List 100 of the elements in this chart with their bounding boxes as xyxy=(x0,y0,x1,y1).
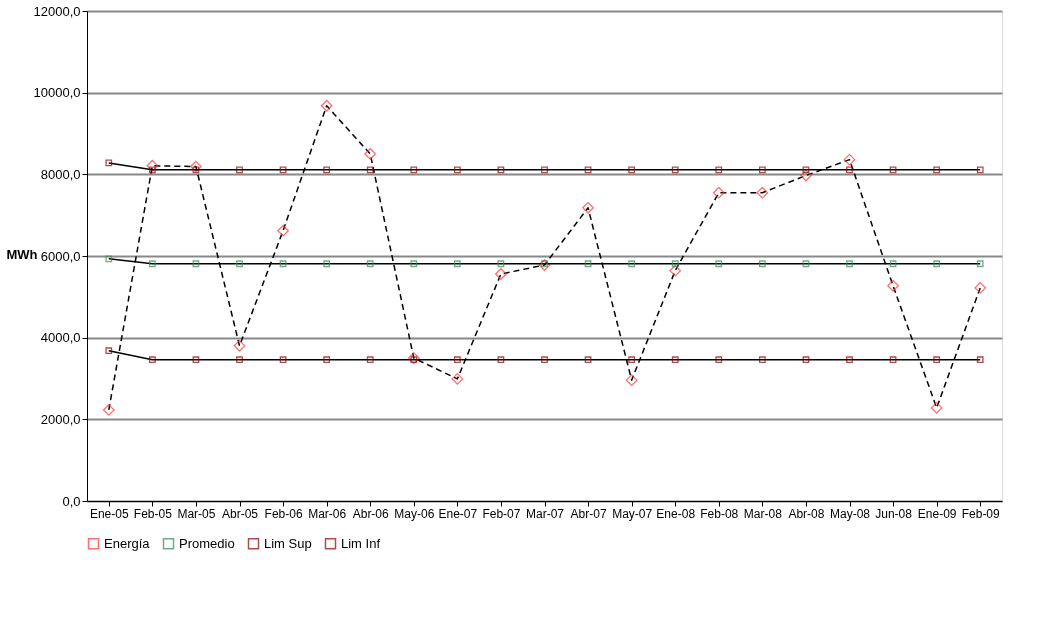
point xyxy=(497,260,505,268)
point xyxy=(976,260,984,268)
point xyxy=(497,166,505,174)
point xyxy=(715,356,723,364)
point xyxy=(671,356,679,364)
point xyxy=(192,260,200,268)
point xyxy=(846,260,853,268)
point xyxy=(889,260,897,268)
x-tick-label: Feb-05 xyxy=(133,506,173,521)
point xyxy=(541,356,548,364)
point xyxy=(756,186,769,199)
point xyxy=(320,99,333,112)
point xyxy=(148,166,156,174)
point xyxy=(497,356,505,364)
point xyxy=(930,402,943,414)
point xyxy=(541,166,548,174)
x-tick-label: May-08 xyxy=(829,506,871,521)
y-tick-label: 6000,0 xyxy=(40,248,81,264)
x-tick-label: Abr-08 xyxy=(788,506,825,521)
point xyxy=(407,352,420,364)
point xyxy=(628,260,636,268)
point xyxy=(974,281,987,294)
point xyxy=(277,224,289,237)
x-tick-label: Ene-08 xyxy=(656,506,696,521)
x-tick-label: Mar-08 xyxy=(743,506,783,521)
point xyxy=(495,268,507,280)
x-tick-label: Ene-09 xyxy=(917,506,957,521)
point xyxy=(105,347,113,355)
point xyxy=(584,166,592,174)
point xyxy=(758,166,766,174)
point xyxy=(843,153,856,166)
x-tick-label: Ene-05 xyxy=(89,506,129,521)
point xyxy=(800,169,812,182)
legend-label: Lim Inf xyxy=(341,535,381,551)
y-tick-label: 12000,0 xyxy=(33,3,81,19)
point xyxy=(584,356,592,364)
point xyxy=(802,356,810,364)
x-tick-label: Feb-09 xyxy=(961,506,1001,521)
x-tick-label: Abr-07 xyxy=(570,506,607,521)
point xyxy=(453,356,461,364)
y-tick-label: 0,0 xyxy=(62,493,81,509)
point xyxy=(146,159,159,172)
point xyxy=(582,201,594,214)
point xyxy=(148,356,156,364)
x-tick-label: May-06 xyxy=(394,506,435,521)
point xyxy=(933,260,941,268)
point xyxy=(323,166,331,174)
point xyxy=(933,356,941,364)
point xyxy=(758,356,766,364)
point xyxy=(625,374,638,387)
point xyxy=(712,186,725,199)
point xyxy=(323,356,331,364)
point xyxy=(453,260,461,268)
x-tick-label: Feb-06 xyxy=(264,506,303,521)
point xyxy=(148,260,156,268)
point xyxy=(192,356,200,364)
y-tick-label: 4000,0 xyxy=(40,330,81,346)
point xyxy=(887,279,899,292)
point xyxy=(102,404,115,416)
point xyxy=(279,260,287,268)
point xyxy=(628,166,636,174)
point xyxy=(410,166,418,174)
x-tick-label: Mar-07 xyxy=(525,506,565,521)
point xyxy=(105,159,113,167)
x-tick-label: Ene-07 xyxy=(438,506,478,521)
point xyxy=(366,260,374,268)
y-axis-title: MWh xyxy=(6,246,38,262)
point xyxy=(410,260,418,268)
point xyxy=(715,166,723,174)
point xyxy=(279,166,287,174)
point xyxy=(236,166,243,174)
legend-label: Promedio xyxy=(179,535,235,551)
point xyxy=(976,356,984,364)
point xyxy=(366,356,374,364)
point xyxy=(669,264,682,277)
x-tick-label: Feb-08 xyxy=(700,506,739,521)
point xyxy=(933,166,941,174)
point xyxy=(366,166,374,174)
point xyxy=(889,166,897,174)
point xyxy=(802,166,810,174)
point xyxy=(846,356,853,364)
x-tick-label: Feb-07 xyxy=(482,506,521,521)
x-tick-label: Abr-06 xyxy=(352,506,390,521)
point xyxy=(451,373,464,385)
y-tick-label: 10000,0 xyxy=(33,85,81,101)
point xyxy=(758,260,766,268)
y-tick-label: 8000,0 xyxy=(40,166,81,182)
point xyxy=(236,356,243,364)
x-tick-label: Jun-08 xyxy=(875,506,913,521)
y-tick-label: 2000,0 xyxy=(40,411,81,427)
point xyxy=(364,148,377,160)
point xyxy=(671,260,679,268)
point xyxy=(715,260,723,268)
point xyxy=(976,166,984,174)
x-tick-label: May-07 xyxy=(612,506,653,521)
point xyxy=(233,339,246,352)
legend-label: Energía xyxy=(104,535,151,551)
point xyxy=(279,356,287,364)
point xyxy=(190,160,202,173)
legend-label: Lim Sup xyxy=(264,535,312,551)
